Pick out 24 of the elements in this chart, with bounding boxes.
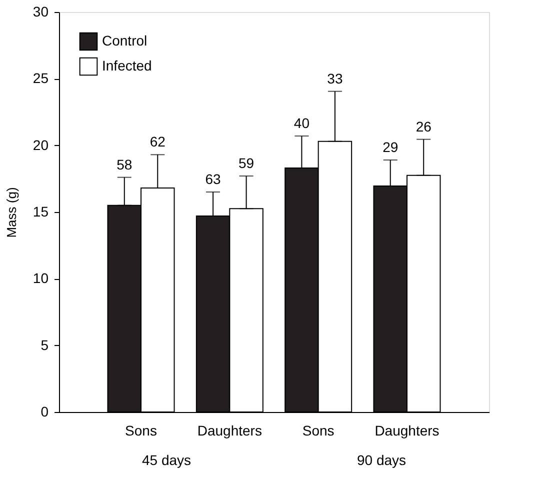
annotation: 33	[327, 70, 343, 86]
x-tick-label: Daughters	[197, 422, 262, 438]
annotation: 29	[382, 139, 398, 155]
y-tick-label: 25	[32, 70, 49, 86]
legend-label: Infected	[102, 58, 152, 74]
legend-label: Control	[102, 32, 148, 48]
x-tick-label: Sons	[125, 422, 157, 438]
y-tick-label: 5	[40, 336, 49, 353]
y-tick-label: 30	[32, 4, 49, 20]
annotation: 58	[116, 156, 132, 172]
y-axis-title: Mass (g)	[4, 187, 19, 238]
x-tick-label: Daughters	[374, 422, 440, 438]
annotation: 62	[150, 134, 166, 150]
x-tick-label: Sons	[302, 422, 334, 438]
annotation: 63	[205, 171, 222, 187]
text: 45 days	[142, 452, 192, 468]
y-tick-label: 20	[32, 136, 49, 153]
annotation: 59	[238, 155, 254, 171]
y-tick-label: 10	[32, 270, 49, 286]
text: 90 days	[356, 452, 406, 468]
y-tick-label: 15	[32, 204, 49, 220]
annotation: 26	[416, 118, 432, 134]
y-tick-label: 0	[40, 404, 49, 420]
annotation: 40	[294, 115, 310, 131]
